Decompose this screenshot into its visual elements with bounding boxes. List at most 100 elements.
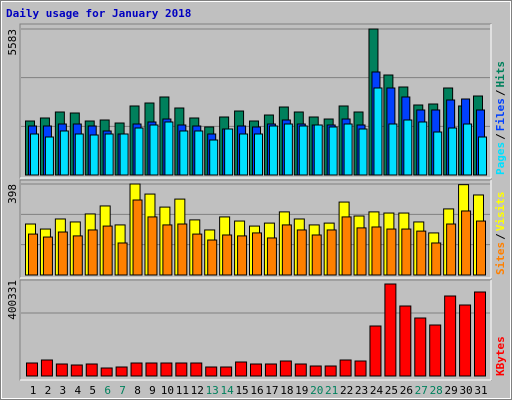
bar (298, 125, 308, 176)
x-tick-label: 15 (235, 384, 248, 397)
bar (220, 366, 233, 377)
chart-title: Daily usage for January 2018 (6, 7, 191, 20)
bar (147, 216, 158, 276)
bar (474, 291, 486, 377)
bar (57, 231, 68, 276)
x-tick-label: 2 (45, 384, 52, 397)
legend-separator: / (494, 233, 507, 240)
bar (399, 305, 412, 377)
bar (70, 364, 83, 377)
bar (476, 220, 486, 276)
bar (162, 224, 173, 276)
bar (250, 363, 262, 377)
y-tick-label: 398 (6, 184, 19, 204)
x-tick-label: 17 (265, 384, 278, 397)
bar (358, 128, 368, 176)
bar (371, 226, 382, 276)
bar (388, 123, 398, 176)
bar (74, 133, 84, 176)
x-tick-label: 26 (400, 384, 413, 397)
x-tick-label: 30 (459, 384, 472, 397)
legend-entry: Files (494, 98, 507, 131)
bar (145, 362, 158, 377)
y-tick-label: 5583 (6, 29, 19, 56)
x-tick-label: 29 (445, 384, 458, 397)
bar (326, 229, 337, 276)
bar (461, 210, 472, 276)
legend-entry: Hits (494, 61, 507, 88)
legend-entry: Pages (494, 142, 507, 175)
bar (414, 317, 427, 377)
bar (192, 233, 203, 276)
x-tick-label: 4 (74, 384, 81, 397)
bar (266, 237, 277, 276)
bar (313, 124, 323, 176)
bar (130, 362, 143, 377)
bar (341, 216, 352, 276)
bar (194, 130, 204, 176)
legend-entry: Sites (494, 242, 507, 275)
bar (311, 234, 322, 276)
bar (403, 119, 413, 176)
bar (416, 230, 427, 276)
bar (354, 360, 367, 377)
bar (149, 124, 159, 176)
bar (87, 229, 98, 276)
bar (89, 134, 99, 176)
bar (446, 223, 457, 276)
x-tick-label: 10 (161, 384, 174, 397)
x-tick-label: 13 (206, 384, 219, 397)
bar (356, 227, 367, 276)
bar (384, 283, 397, 377)
bar (328, 126, 338, 176)
bar (190, 362, 203, 377)
bar (444, 295, 457, 377)
legend: Sites /Visits (494, 192, 507, 276)
bar (283, 123, 293, 176)
bar (429, 324, 442, 377)
bar (209, 139, 219, 176)
bar (268, 125, 278, 176)
bar (224, 128, 234, 176)
bar (26, 362, 38, 377)
bar (59, 130, 69, 176)
bar (42, 236, 53, 276)
legend: Pages/Files/Hits (494, 61, 507, 175)
x-tick-label: 11 (176, 384, 189, 397)
x-tick-label: 7 (119, 384, 126, 397)
bar (85, 363, 98, 377)
x-tick-label: 31 (474, 384, 487, 397)
x-tick-label: 14 (221, 384, 235, 397)
bar (373, 87, 383, 176)
bar (102, 225, 113, 276)
x-tick-label: 12 (191, 384, 204, 397)
bar (28, 233, 38, 276)
bar (281, 224, 292, 276)
x-tick-label: 24 (370, 384, 384, 397)
bar (309, 365, 322, 377)
x-tick-label: 8 (134, 384, 141, 397)
bar (294, 363, 307, 377)
bar (279, 360, 292, 377)
bar (177, 223, 188, 276)
x-tick-label: 21 (325, 384, 338, 397)
bar (343, 123, 353, 176)
bar (235, 361, 248, 377)
x-tick-label: 18 (280, 384, 293, 397)
bar (463, 123, 473, 176)
bar (239, 133, 249, 176)
x-tick-label: 20 (310, 384, 323, 397)
bar (401, 228, 412, 276)
bar (207, 239, 218, 276)
x-tick-label: 16 (250, 384, 263, 397)
bar (324, 365, 337, 377)
bar (431, 242, 442, 276)
bar (264, 363, 277, 377)
legend-entry: KBytes (494, 336, 507, 376)
bar (175, 362, 188, 377)
x-tick-label: 6 (104, 384, 111, 397)
bar (30, 133, 39, 176)
bar (117, 242, 128, 276)
